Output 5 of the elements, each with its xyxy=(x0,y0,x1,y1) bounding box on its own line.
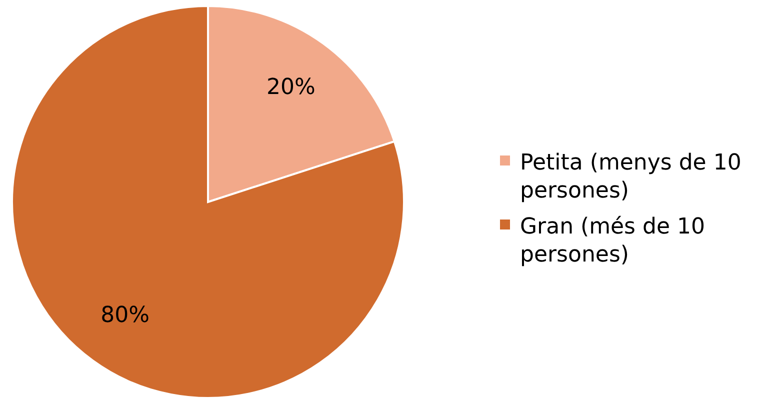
data-label: 20% xyxy=(266,74,316,100)
pie-slice xyxy=(11,5,405,399)
legend-label: Gran (més de 10 persones) xyxy=(520,214,706,268)
data-label: 80% xyxy=(100,303,150,328)
legend-label: Petita (menys de 10 persones) xyxy=(520,150,742,204)
